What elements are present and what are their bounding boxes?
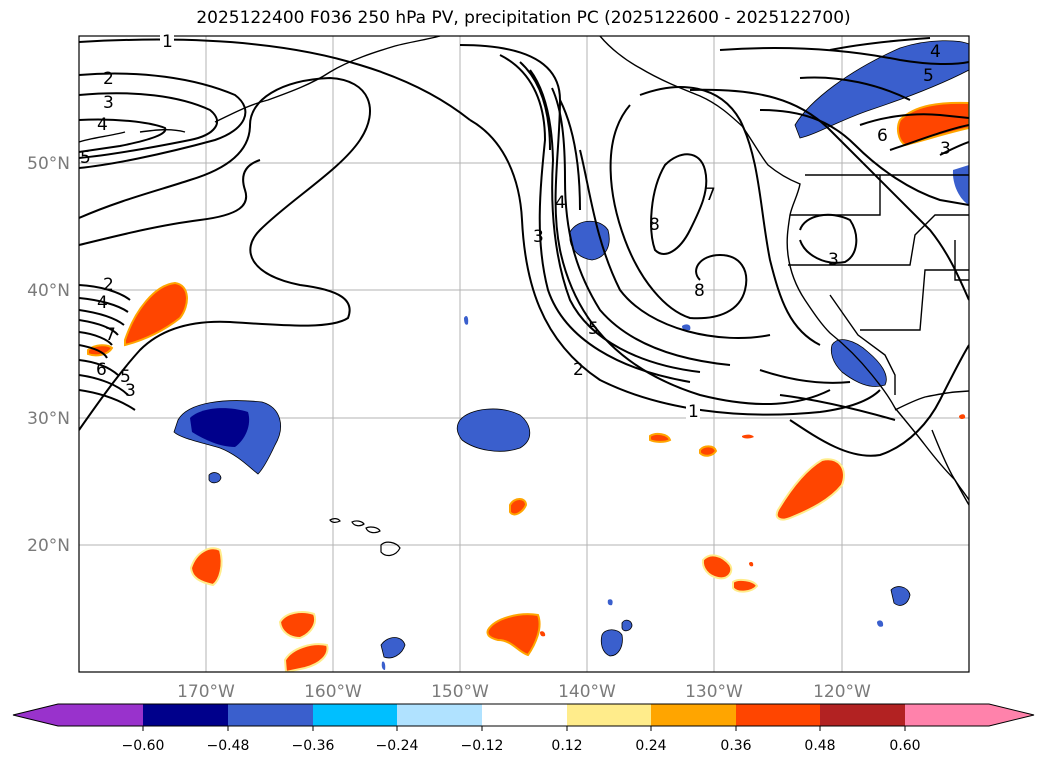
contour-label: 1 — [688, 402, 699, 422]
colorbar-segment — [313, 704, 397, 726]
contour-label: 7 — [705, 185, 716, 205]
colorbar-segment — [905, 704, 989, 726]
colorbar-tick-label: −0.24 — [376, 738, 419, 754]
contour-label: 5 — [120, 367, 131, 387]
colorbar-tick-label: 0.24 — [635, 738, 666, 754]
contour-label: 5 — [923, 66, 934, 86]
lon-label: 120°W — [813, 682, 871, 702]
contour-label: 3 — [940, 139, 951, 159]
lat-label: 30°N — [27, 409, 70, 429]
contour-label: 1 — [162, 32, 173, 52]
colorbar: −0.60 −0.48 −0.36 −0.24 −0.12 0.12 0.24 … — [12, 703, 1035, 754]
hawaii-islands — [329, 518, 401, 557]
contour-label: 4 — [97, 115, 108, 135]
colorbar-segment — [397, 704, 482, 726]
colorbar-tick-label: −0.48 — [207, 738, 250, 754]
colorbar-outline — [12, 703, 1035, 727]
contour-label: 5 — [80, 148, 91, 168]
contour-label: 4 — [555, 193, 566, 213]
colorbar-tick-label: −0.60 — [122, 738, 165, 754]
contour-label: 6 — [877, 126, 888, 146]
lon-axis-labels: 170°W 160°W 150°W 140°W 130°W 120°W — [177, 682, 871, 702]
lat-label: 40°N — [27, 281, 70, 301]
lon-label: 160°W — [304, 682, 362, 702]
map-frame — [78, 35, 970, 673]
colorbar-segment — [567, 704, 651, 726]
contour-label: 5 — [588, 319, 599, 339]
contour-label: 3 — [533, 227, 544, 247]
colorbar-segment — [820, 704, 905, 726]
colorbar-tick-label: 0.12 — [551, 738, 582, 754]
colorbar-ticks — [142, 726, 906, 731]
colorbar-extend-low — [13, 704, 58, 726]
colorbar-segment — [58, 704, 143, 726]
lat-label: 20°N — [27, 536, 70, 556]
lat-label: 50°N — [27, 154, 70, 174]
colorbar-segment — [736, 704, 820, 726]
colorbar-tick-label: 0.48 — [804, 738, 835, 754]
contour-label: 8 — [649, 215, 660, 235]
contour-label: 6 — [96, 360, 107, 380]
contour-label: 8 — [694, 281, 705, 301]
colorbar-extend-high — [989, 704, 1034, 726]
contour-labels: 1 2 3 4 5 2 4 7 6 5 3 3 4 5 2 1 7 8 8 6 … — [80, 32, 951, 422]
colorbar-segment — [228, 704, 313, 726]
lat-axis-labels: 50°N 40°N 30°N 20°N — [27, 154, 70, 556]
colorbar-tick-label: −0.12 — [461, 738, 504, 754]
precip-positive-areas — [87, 101, 969, 672]
contour-label: 3 — [125, 381, 136, 401]
contour-label: 2 — [573, 360, 584, 380]
contour-label: 2 — [103, 69, 114, 89]
colorbar-tick-label: 0.36 — [720, 738, 751, 754]
lon-label: 140°W — [558, 682, 616, 702]
contour-label: 3 — [828, 250, 839, 270]
colorbar-tick-label: −0.36 — [292, 738, 335, 754]
contour-label: 3 — [103, 93, 114, 113]
map-title: 2025122400 F036 250 hPa PV, precipitatio… — [196, 8, 851, 28]
contour-label: 4 — [930, 42, 941, 62]
lon-label: 150°W — [431, 682, 489, 702]
pv-contours — [79, 37, 969, 457]
lon-label: 130°W — [685, 682, 743, 702]
contour-label: 2 — [103, 275, 114, 295]
colorbar-tick-label: 0.60 — [889, 738, 920, 754]
colorbar-segment — [143, 704, 228, 726]
contour-label: 7 — [105, 325, 116, 345]
colorbar-segment — [651, 704, 736, 726]
lon-label: 170°W — [177, 682, 235, 702]
colorbar-segment — [482, 704, 567, 726]
contour-label: 4 — [97, 293, 108, 313]
map-panel — [78, 35, 970, 673]
